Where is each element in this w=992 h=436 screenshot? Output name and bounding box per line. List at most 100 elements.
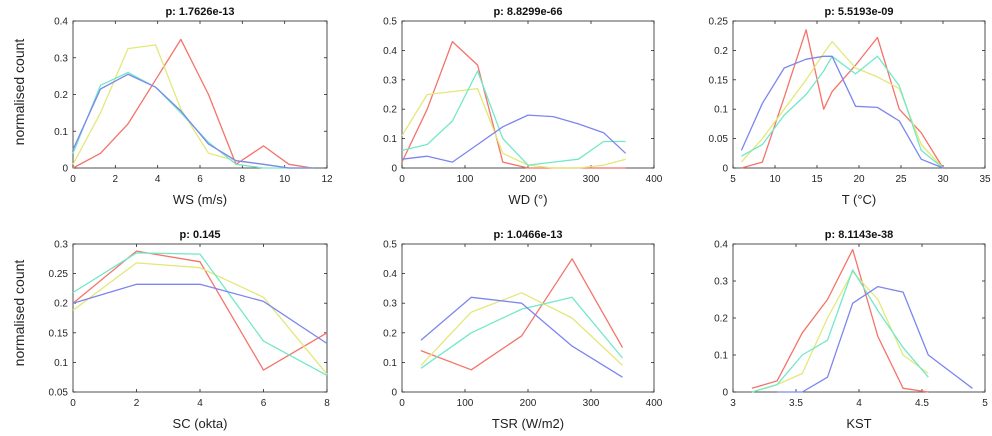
subplot-3: 5 10 15 20 25 30 35 0 0.05 0.1 0.15 0.2 0.25 p: 5.519… xyxy=(709,6,991,207)
subplot-title: p: 5.5193e-09 xyxy=(824,6,893,18)
x-tick-label: 4 xyxy=(856,398,862,409)
x-tick-label: 5 xyxy=(730,174,736,185)
x-tick-label: 300 xyxy=(583,398,600,409)
series-line-4 xyxy=(401,114,627,163)
x-tick-label: 0 xyxy=(70,398,76,409)
x-tick-label: 3.5 xyxy=(789,398,803,409)
x-axis-label: T (°C) xyxy=(842,192,877,207)
x-axis-label: SC (okta) xyxy=(173,416,228,431)
y-tick-label: 0.3 xyxy=(54,240,68,251)
series-line-2 xyxy=(420,292,623,366)
y-tick-label: 0.15 xyxy=(709,75,729,86)
x-tick-label: 25 xyxy=(895,174,907,185)
subplot-2: 0 100 200 300 400 0 0.1 0.2 0.3 0.4 0.5 p: 8.8299e-… xyxy=(383,6,663,207)
x-tick-label: 20 xyxy=(853,174,865,185)
x-tick-label: 400 xyxy=(646,174,663,185)
x-tick-label: 0 xyxy=(399,398,405,409)
subplot-title: p: 8.1143e-38 xyxy=(825,229,894,241)
y-tick-label: 0.15 xyxy=(49,328,69,339)
series-line-1 xyxy=(72,250,328,371)
series-line-1 xyxy=(751,248,929,393)
y-tick-label: 0.05 xyxy=(709,134,729,145)
y-tick-label: 0 xyxy=(62,164,68,175)
x-tick-label: 5 xyxy=(982,398,988,409)
subplot-title: p: 1.0466e-13 xyxy=(493,229,562,241)
x-tick-label: 6 xyxy=(197,174,203,185)
series-line-3 xyxy=(72,252,328,376)
series-line-3 xyxy=(751,269,929,393)
axes-frame xyxy=(72,20,328,169)
ylabel-row-1: normalised count xyxy=(11,39,27,146)
series-line-1 xyxy=(72,38,313,169)
x-axis-label: WS (m/s) xyxy=(173,192,227,207)
y-tick-label: 0.4 xyxy=(54,17,68,28)
y-tick-label: 0.2 xyxy=(714,314,728,325)
series-line-2 xyxy=(751,271,929,393)
series-line-1 xyxy=(401,40,626,169)
y-tick-label: 0.2 xyxy=(714,46,728,57)
x-tick-label: 4 xyxy=(197,398,203,409)
series-line-4 xyxy=(72,283,328,345)
subplot-title: p: 1.7626e-13 xyxy=(165,6,234,18)
x-tick-label: 10 xyxy=(279,174,291,185)
x-tick-label: 3 xyxy=(730,398,736,409)
x-axis-label: WD (°) xyxy=(508,192,547,207)
y-tick-label: 0.1 xyxy=(54,358,68,369)
x-tick-label: 100 xyxy=(457,398,474,409)
x-tick-label: 4 xyxy=(155,174,161,185)
y-tick-label: 0.5 xyxy=(383,17,397,28)
x-tick-label: 0 xyxy=(399,174,405,185)
y-tick-label: 0.3 xyxy=(383,75,397,86)
x-tick-label: 400 xyxy=(646,398,663,409)
axes-frame xyxy=(732,20,986,169)
x-axis-label: TSR (W/m2) xyxy=(492,416,564,431)
y-tick-label: 0.1 xyxy=(714,105,728,116)
x-tick-label: 100 xyxy=(457,174,474,185)
y-tick-label: 0 xyxy=(722,164,728,175)
x-tick-label: 35 xyxy=(979,174,991,185)
x-tick-label: 2 xyxy=(134,398,140,409)
y-tick-label: 0.4 xyxy=(714,240,728,251)
y-tick-label: 0.25 xyxy=(709,17,729,28)
y-tick-label: 0.4 xyxy=(383,46,397,57)
y-tick-label: 0.5 xyxy=(383,240,397,251)
y-tick-label: 0.1 xyxy=(383,134,397,145)
series-line-2 xyxy=(401,87,626,169)
subplot-title: p: 0.145 xyxy=(180,229,221,241)
y-tick-label: 0.2 xyxy=(383,105,397,116)
y-tick-label: 0.3 xyxy=(714,277,728,288)
y-tick-label: 0.3 xyxy=(54,53,68,64)
subplot-grid: 0 2 4 6 8 10 12 0 0.1 0.2 0.3 0.4 p: 1.7626e-13 WS (m… xyxy=(49,6,991,431)
axes-frame xyxy=(401,243,655,393)
series-line-4 xyxy=(777,285,973,393)
x-axis-label: KST xyxy=(846,416,871,431)
y-tick-label: 0.2 xyxy=(54,90,68,101)
x-tick-label: 30 xyxy=(937,174,949,185)
series-line-2 xyxy=(72,262,328,375)
subplot-5: 0 100 200 300 400 0 0.1 0.2 0.3 0.4 0.5 p: 1.0466e-… xyxy=(383,229,663,431)
series-line-3 xyxy=(401,70,626,166)
x-tick-label: 12 xyxy=(321,174,333,185)
y-tick-label: 0.25 xyxy=(49,269,69,280)
x-tick-label: 6 xyxy=(261,398,267,409)
series-line-1 xyxy=(420,258,624,371)
x-tick-label: 15 xyxy=(811,174,823,185)
x-tick-label: 300 xyxy=(583,174,600,185)
series-line-4 xyxy=(72,73,313,169)
series-line-4 xyxy=(740,55,944,169)
y-tick-label: 0.1 xyxy=(383,358,397,369)
x-tick-label: 8 xyxy=(240,174,246,185)
x-tick-label: 8 xyxy=(324,398,330,409)
y-tick-label: 0.05 xyxy=(49,388,69,399)
y-tick-label: 0.1 xyxy=(54,127,68,138)
subplot-1: 0 2 4 6 8 10 12 0 0.1 0.2 0.3 0.4 p: 1.7626e-13 WS (m… xyxy=(54,6,333,207)
y-tick-label: 0.2 xyxy=(54,299,68,310)
subplot-title: p: 8.8299e-66 xyxy=(493,6,562,18)
y-tick-label: 0.2 xyxy=(383,328,397,339)
x-tick-label: 10 xyxy=(769,174,781,185)
series-line-4 xyxy=(420,296,623,378)
y-tick-label: 0.4 xyxy=(383,269,397,280)
x-tick-label: 0 xyxy=(70,174,76,185)
x-tick-label: 200 xyxy=(520,398,537,409)
